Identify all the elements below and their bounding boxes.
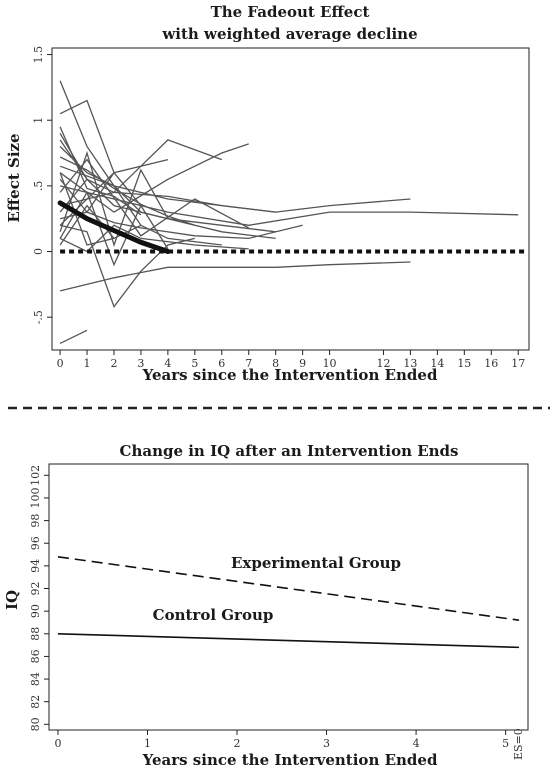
- x-tick-label: 5: [191, 357, 198, 370]
- study-line: [59, 132, 88, 180]
- y-tick-label: 100: [29, 487, 42, 508]
- x-tick-label: 4: [413, 737, 420, 750]
- experimental-group-line: [57, 556, 520, 621]
- x-tick-label: 2: [234, 737, 241, 750]
- y-tick-label: 94: [29, 559, 42, 573]
- study-line: [59, 99, 115, 173]
- y-tick-label: 0: [32, 248, 45, 255]
- study-line: [59, 329, 88, 344]
- y-tick-label: -.5: [32, 310, 45, 324]
- chart2-x-axis: 0 1 2 3 4 5: [54, 730, 509, 750]
- x-tick-label: 1: [144, 737, 151, 750]
- y-tick-label: 88: [29, 627, 42, 641]
- x-tick-label: 0: [57, 357, 64, 370]
- y-tick-label: 86: [29, 649, 42, 663]
- chart2-plot-frame: [48, 463, 529, 731]
- study-line: [59, 146, 222, 246]
- control-group-label: Control Group: [153, 606, 274, 624]
- x-tick-label: 4: [164, 357, 171, 370]
- study-line: [59, 185, 519, 226]
- study-line: [59, 80, 276, 233]
- x-tick-label: 14: [430, 357, 444, 370]
- x-tick-label: 16: [484, 357, 498, 370]
- y-tick-label: 90: [29, 604, 42, 618]
- y-tick-label: 80: [29, 717, 42, 731]
- study-line: [59, 224, 249, 253]
- chart1-plot-frame: [51, 47, 530, 351]
- fadeout-chart: The Fadeout Effect with weighted average…: [5, 3, 530, 384]
- study-line: [59, 261, 411, 292]
- experimental-group-label: Experimental Group: [231, 554, 401, 572]
- x-tick-label: 13: [403, 357, 417, 370]
- x-tick-label: 7: [245, 357, 252, 370]
- chart1-title: The Fadeout Effect: [211, 3, 370, 21]
- chart2-title: Change in IQ after an Intervention Ends: [120, 442, 459, 460]
- study-line: [59, 150, 169, 248]
- y-tick-label: .5: [32, 181, 45, 192]
- x-tick-label: 9: [299, 357, 306, 370]
- chart1-y-axis: -.5 0 .5 1 1.5: [32, 46, 52, 324]
- chart2-x-axis-title: Years since the Intervention Ended: [142, 751, 438, 769]
- x-tick-label: 2: [110, 357, 117, 370]
- y-tick-label: 84: [29, 672, 42, 686]
- es-zero-label: ES=0: [512, 728, 525, 760]
- y-tick-label: 82: [29, 695, 42, 709]
- x-tick-label: 17: [511, 357, 525, 370]
- x-tick-label: 3: [323, 737, 330, 750]
- chart1-study-lines: [59, 80, 519, 344]
- y-tick-label: 1.5: [32, 46, 45, 64]
- study-line: [59, 165, 276, 213]
- study-line: [59, 158, 250, 237]
- x-tick-label: 12: [376, 357, 390, 370]
- x-tick-label: 15: [457, 357, 471, 370]
- x-tick-label: 5: [502, 737, 509, 750]
- x-tick-label: 8: [272, 357, 279, 370]
- chart1-x-axis-title: Years since the Intervention Ended: [142, 366, 438, 384]
- control-group-line: [57, 632, 520, 649]
- chart1-subtitle: with weighted average decline: [161, 25, 417, 43]
- y-tick-label: 102: [29, 465, 42, 486]
- y-tick-label: 96: [29, 536, 42, 550]
- x-tick-label: 6: [218, 357, 225, 370]
- chart2-y-axis-title: IQ: [3, 590, 21, 610]
- x-tick-label: 10: [323, 357, 337, 370]
- y-tick-label: 1: [32, 117, 45, 124]
- x-tick-label: 1: [84, 357, 91, 370]
- x-tick-label: 3: [137, 357, 144, 370]
- chart1-y-axis-title: Effect Size: [5, 133, 23, 222]
- chart2-series: Experimental Group Control Group: [57, 554, 520, 649]
- study-line: [59, 224, 195, 309]
- y-tick-label: 98: [29, 514, 42, 528]
- x-tick-label: 0: [54, 737, 61, 750]
- study-line: [59, 143, 249, 213]
- y-tick-label: 92: [29, 582, 42, 596]
- chart1-x-axis: 0 1 2 3 4 5 6 7 8 9 10 12 13 14 15 16 17: [57, 350, 525, 370]
- iq-chart: Change in IQ after an Intervention Ends …: [3, 442, 529, 769]
- study-line: [59, 139, 223, 213]
- weighted-average-line: [57, 200, 171, 254]
